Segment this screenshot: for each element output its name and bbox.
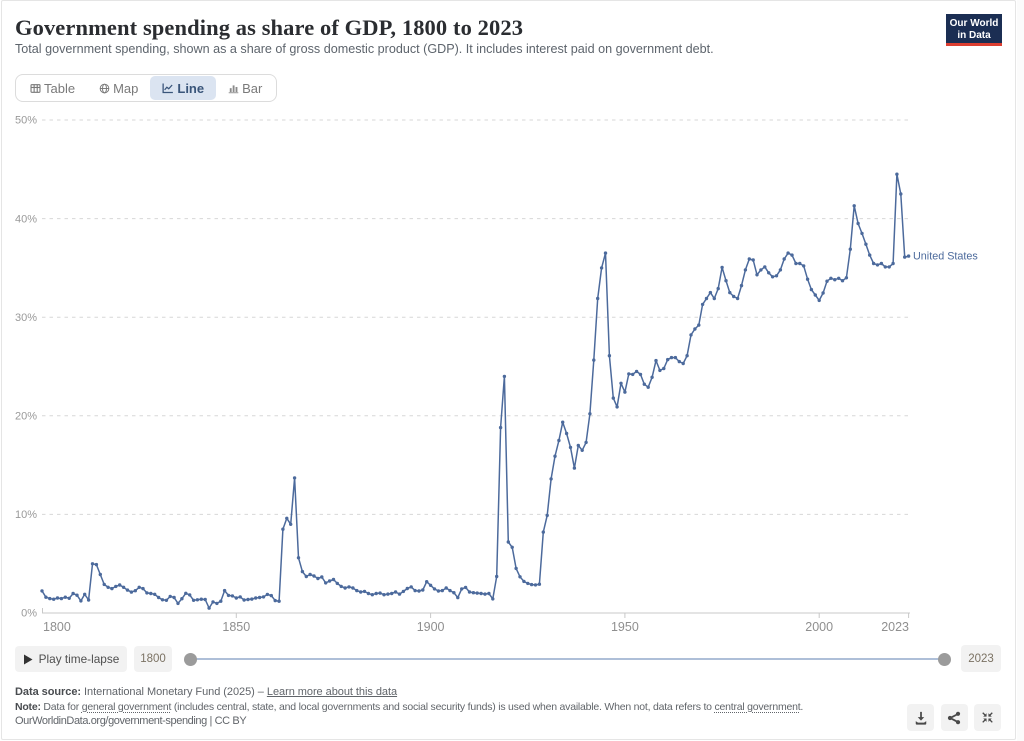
svg-text:1850: 1850 <box>222 620 250 634</box>
svg-text:30%: 30% <box>15 312 37 324</box>
svg-text:2000: 2000 <box>805 620 833 634</box>
svg-text:United States: United States <box>913 251 978 263</box>
svg-text:10%: 10% <box>15 509 37 521</box>
svg-text:1950: 1950 <box>611 620 639 634</box>
svg-text:40%: 40% <box>15 213 37 225</box>
svg-text:0%: 0% <box>21 608 37 620</box>
svg-text:1800: 1800 <box>43 620 71 634</box>
svg-text:1900: 1900 <box>417 620 445 634</box>
svg-text:20%: 20% <box>15 411 37 423</box>
svg-text:50%: 50% <box>15 115 37 127</box>
svg-text:2023: 2023 <box>881 620 909 634</box>
